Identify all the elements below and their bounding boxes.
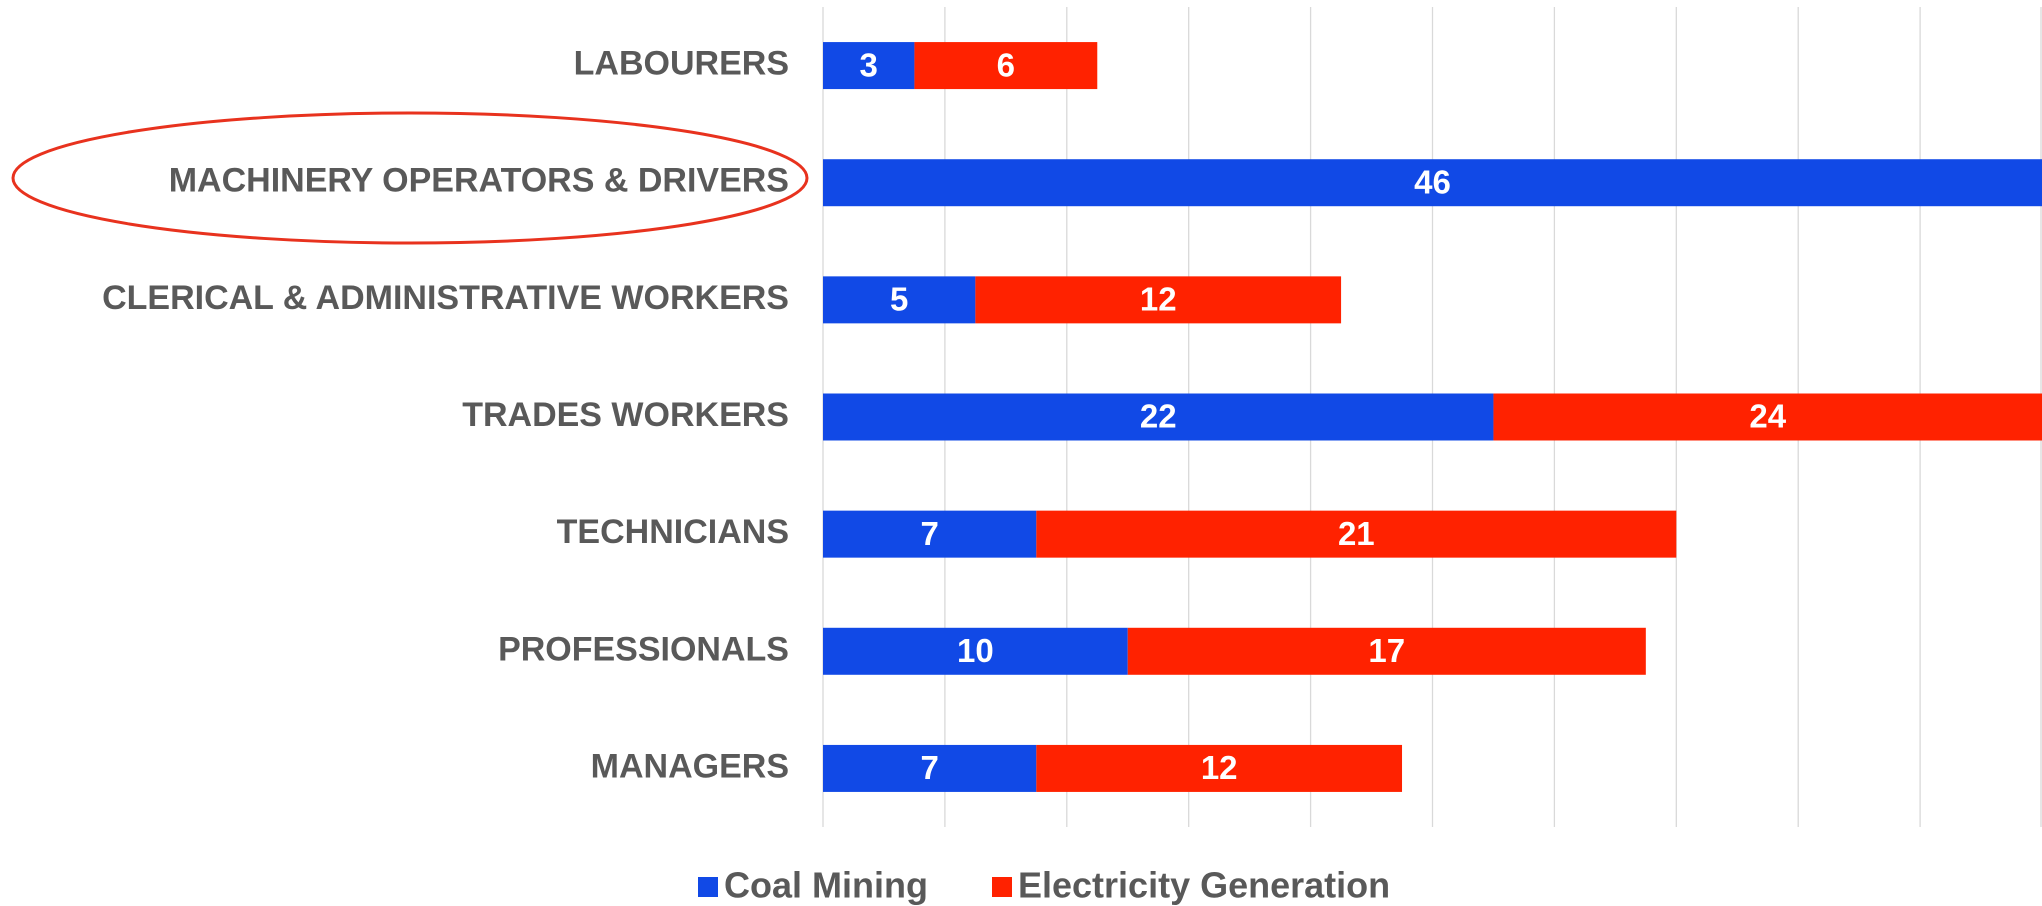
value-label: 22 — [1140, 398, 1177, 435]
legend-label: Electricity Generation — [1018, 865, 1390, 906]
legend-label: Coal Mining — [724, 865, 928, 906]
bar-segment — [823, 510, 1037, 558]
value-label: 10 — [957, 632, 994, 669]
category-label: CLERICAL & ADMINISTRATIVE WORKERS — [102, 279, 789, 317]
value-label: 12 — [1140, 281, 1177, 318]
value-label: 12 — [1201, 749, 1238, 786]
labels: LABOURERS 3 6 MACHINERY OPERATORS & DRIVERS… — [102, 45, 1787, 787]
value-label: 3 — [860, 46, 878, 83]
bar-segment — [975, 276, 1342, 324]
legend-swatch — [698, 877, 718, 897]
value-label: 7 — [920, 515, 938, 552]
value-label: 21 — [1338, 515, 1375, 552]
category-label: MANAGERS — [591, 747, 789, 785]
category-label: LABOURERS — [574, 45, 789, 83]
bar-segment — [914, 42, 1098, 90]
category-label: MACHINERY OPERATORS & DRIVERS — [169, 162, 789, 200]
category-label: PROFESSIONALS — [498, 630, 789, 668]
category-label: TRADES WORKERS — [462, 396, 789, 434]
value-label: 46 — [1414, 163, 1451, 200]
bar-segment — [823, 393, 1494, 441]
bar-segment — [1036, 510, 1677, 558]
value-label: 5 — [890, 281, 908, 318]
legend-swatch — [992, 877, 1012, 897]
value-label: 17 — [1368, 632, 1405, 669]
bar-segment — [1127, 627, 1646, 675]
bars — [823, 42, 2042, 792]
bar-segment — [823, 42, 915, 90]
bar-segment — [823, 276, 976, 324]
highlight-ellipse — [11, 111, 809, 245]
value-label: 7 — [920, 749, 938, 786]
bar-segment — [1493, 393, 2042, 441]
bar-segment — [823, 744, 1037, 792]
bar-segment — [1036, 744, 1403, 792]
bar-segment — [823, 159, 2042, 207]
category-label: TECHNICIANS — [557, 513, 789, 551]
value-label: 24 — [1749, 398, 1786, 435]
bar-segment — [823, 627, 1128, 675]
value-label: 6 — [997, 46, 1015, 83]
